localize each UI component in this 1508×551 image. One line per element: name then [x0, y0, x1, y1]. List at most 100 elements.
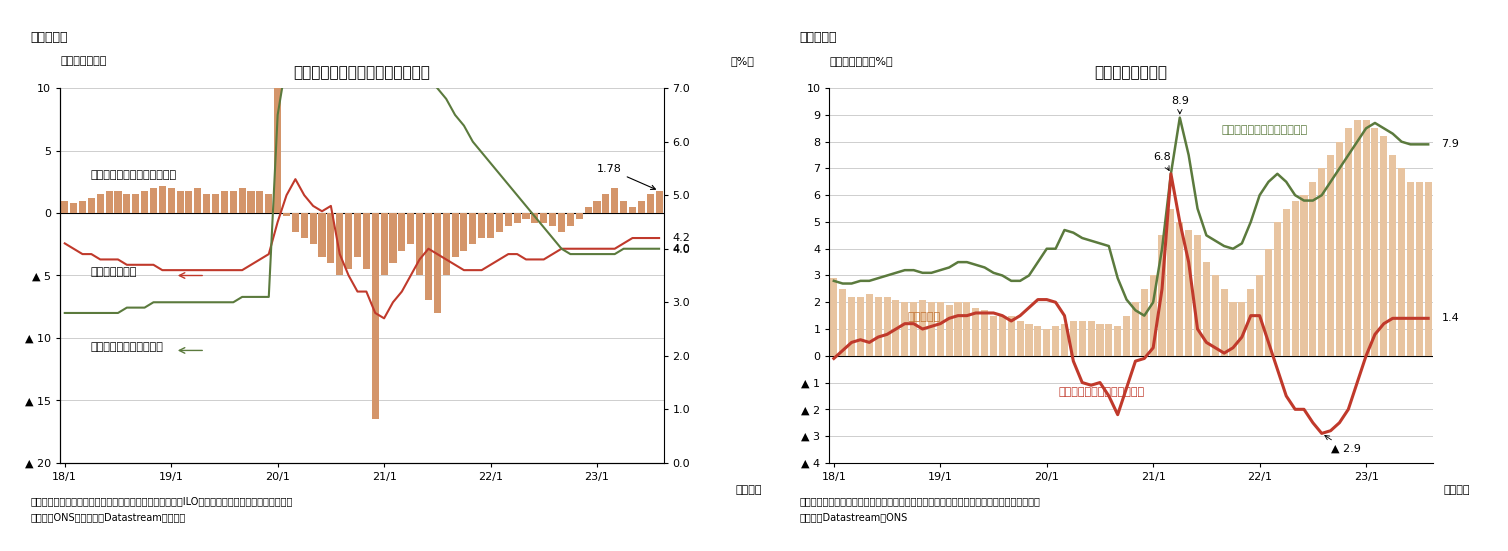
Bar [142, 191, 148, 213]
Bar [1407, 182, 1415, 356]
Text: （%）: （%） [730, 56, 754, 66]
Bar [229, 191, 237, 213]
Text: （月次）: （月次） [1443, 485, 1470, 495]
Bar [1140, 289, 1148, 356]
Text: 1.4: 1.4 [1442, 314, 1460, 323]
Bar [936, 302, 944, 356]
Text: 物価上昇率: 物価上昇率 [908, 312, 941, 322]
Text: （図表２）: （図表２） [799, 31, 837, 44]
Bar [318, 213, 326, 257]
Text: （資料）Datastream、ONS: （資料）Datastream、ONS [799, 512, 908, 522]
Bar [238, 188, 246, 213]
Bar [1133, 302, 1139, 356]
Bar [1247, 289, 1255, 356]
Bar [522, 213, 529, 219]
Bar [831, 278, 837, 356]
Bar [1398, 169, 1405, 356]
Bar [1185, 230, 1193, 356]
Bar [982, 310, 988, 356]
Bar [1300, 195, 1307, 356]
Bar [345, 213, 353, 269]
Bar [973, 307, 979, 356]
Bar [647, 195, 654, 213]
Bar [927, 302, 935, 356]
Bar [265, 195, 273, 213]
Bar [300, 213, 308, 238]
Text: 週当たり賃金（名目）伸び率: 週当たり賃金（名目）伸び率 [1221, 125, 1307, 135]
Bar [69, 203, 77, 213]
Bar [62, 201, 68, 213]
Text: 1.78: 1.78 [597, 164, 656, 190]
Bar [866, 294, 873, 356]
Bar [1229, 302, 1237, 356]
Bar [398, 213, 406, 251]
Bar [363, 213, 369, 269]
Bar [1389, 155, 1396, 356]
Bar [884, 297, 891, 356]
Bar [1034, 326, 1042, 356]
Bar [213, 195, 219, 213]
Bar [293, 213, 299, 232]
Text: 6.8: 6.8 [1154, 153, 1170, 171]
Bar [540, 213, 547, 223]
Bar [1167, 209, 1175, 356]
Bar [638, 201, 645, 213]
Text: ▲ 2.9: ▲ 2.9 [1326, 435, 1360, 454]
Bar [1016, 321, 1024, 356]
Bar [124, 195, 130, 213]
Text: 8.9: 8.9 [1170, 96, 1188, 114]
Bar [1044, 329, 1050, 356]
Bar [1291, 201, 1298, 356]
Bar [1123, 316, 1129, 356]
Bar [1087, 321, 1095, 356]
Bar [487, 213, 495, 238]
Bar [505, 213, 511, 225]
Bar [1265, 249, 1273, 356]
Text: （月次）: （月次） [734, 485, 762, 495]
Bar [284, 213, 290, 215]
Bar [611, 188, 618, 213]
Bar [478, 213, 486, 238]
Bar [1053, 326, 1059, 356]
Bar [514, 213, 520, 223]
Bar [416, 213, 424, 276]
Bar [1309, 182, 1316, 356]
Bar [443, 213, 449, 276]
Text: 失業保険申請件数（前月差）: 失業保険申請件数（前月差） [90, 170, 176, 180]
Text: 週当たり賃金（実質）伸び率: 週当たり賃金（実質）伸び率 [1059, 387, 1145, 397]
Bar [1025, 323, 1033, 356]
Bar [847, 297, 855, 356]
Bar [594, 201, 600, 213]
Bar [629, 207, 636, 213]
Bar [247, 191, 255, 213]
Title: 賃金上昇率の推移: 賃金上昇率の推移 [1095, 65, 1167, 80]
Bar [1345, 128, 1351, 356]
Bar [656, 191, 662, 213]
Bar [371, 213, 379, 419]
Bar [585, 207, 591, 213]
Bar [434, 213, 440, 313]
Bar [1105, 323, 1113, 356]
Text: （件数、万件）: （件数、万件） [60, 56, 107, 66]
Bar [1327, 155, 1335, 356]
Title: 英国の失業保険申請件数、失業率: 英国の失業保険申請件数、失業率 [294, 65, 430, 80]
Bar [256, 191, 264, 213]
Text: 7.9: 7.9 [1442, 139, 1460, 149]
Bar [460, 213, 467, 251]
Bar [1283, 209, 1289, 356]
Bar [567, 213, 575, 225]
Bar [176, 191, 184, 213]
Text: （注）季節調整値、後方３か月移動平均、物価上昇率は名目伸び率と実質伸び率の差で算出: （注）季節調整値、後方３か月移動平均、物価上昇率は名目伸び率と実質伸び率の差で算… [799, 496, 1041, 506]
Bar [149, 188, 157, 213]
Bar [496, 213, 504, 232]
Bar [1425, 182, 1431, 356]
Bar [87, 198, 95, 213]
Bar [989, 316, 997, 356]
Bar [158, 186, 166, 213]
Bar [220, 191, 228, 213]
Bar [336, 213, 344, 276]
Bar [115, 191, 122, 213]
Text: 4.2: 4.2 [673, 233, 691, 243]
Text: 申請件数の割合（右軸）: 申請件数の割合（右軸） [90, 342, 163, 353]
Bar [1238, 302, 1246, 356]
